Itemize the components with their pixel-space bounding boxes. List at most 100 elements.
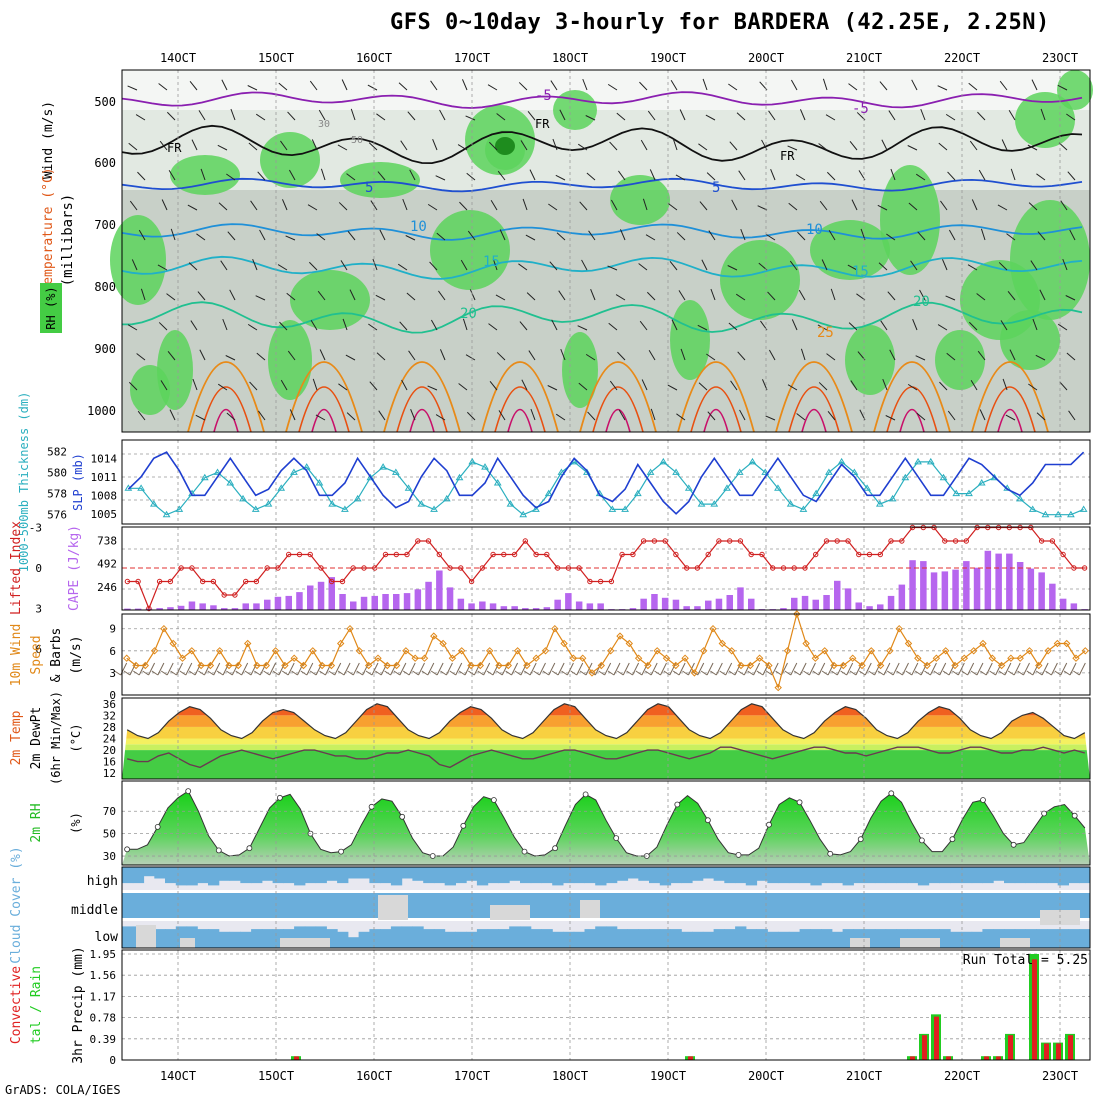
wind-speed-marker	[560, 639, 568, 648]
wind-barb	[458, 383, 468, 391]
wind-barb	[678, 662, 686, 676]
wind-barb	[980, 228, 986, 241]
thickness-marker	[200, 473, 209, 481]
wind-barb	[618, 170, 626, 181]
cloud-bar	[304, 893, 317, 918]
wind-barb	[151, 670, 159, 676]
wind-speed-marker	[364, 661, 373, 670]
precip-convective-bar	[922, 1035, 927, 1060]
wind-barb	[527, 111, 536, 121]
wind-barb	[795, 174, 806, 181]
thickness-marker	[672, 468, 680, 475]
wind-speed-marker	[755, 654, 764, 662]
wind-barb	[817, 324, 828, 331]
wind-barb	[518, 263, 528, 271]
wind-barb	[135, 114, 146, 121]
wind-barb	[519, 321, 528, 331]
temp-contour-30	[592, 386, 644, 433]
wind-barb	[252, 259, 258, 271]
wind-barb	[945, 295, 956, 301]
cloud-bar	[401, 926, 413, 948]
wind-barb	[281, 670, 289, 676]
wind-barb	[371, 662, 379, 676]
temp-contour-25	[971, 361, 1049, 433]
wind-barb	[789, 260, 798, 271]
wind-barb	[198, 110, 206, 121]
wind-barb	[682, 670, 689, 676]
wind-barb	[1000, 320, 1008, 331]
cloud-bar	[778, 867, 790, 884]
cloud-bar	[573, 931, 585, 948]
wind-barb	[376, 113, 386, 121]
wind-barb	[1027, 144, 1038, 151]
wind-barb	[942, 670, 950, 676]
wind-barb	[188, 262, 198, 271]
wind-barb	[914, 670, 922, 676]
lifted-index-marker	[1081, 565, 1088, 571]
temp-contour-30	[494, 386, 546, 433]
wind-speed-marker	[588, 669, 596, 677]
cloud-bar	[638, 867, 650, 881]
cloud-bar	[337, 867, 349, 884]
wind-barb	[369, 381, 378, 391]
freezing-level-contour	[121, 124, 1083, 165]
cloud-bar	[842, 929, 854, 948]
temp-contour-20	[121, 301, 1083, 334]
cape-bar	[780, 608, 787, 610]
pressure-tick-label: 600	[94, 156, 116, 170]
wind-speed-marker	[1072, 654, 1080, 662]
thickness-marker	[175, 505, 184, 512]
wind-barb	[367, 84, 378, 91]
cloud-bar	[799, 929, 811, 948]
wind-barb	[916, 412, 926, 421]
precip-convective-bar	[984, 1056, 989, 1060]
wind-barb	[309, 670, 317, 676]
wind-barb	[435, 414, 446, 421]
rh-marker	[276, 794, 283, 801]
wind-barb	[979, 670, 987, 676]
wind-barb	[247, 85, 258, 91]
wind-barb	[738, 170, 746, 181]
wind-barb	[496, 113, 506, 121]
top-date-label: 17OCT	[454, 51, 490, 65]
wind-barb	[365, 670, 373, 676]
thickness-marker	[1067, 510, 1075, 518]
temp-fill-band	[122, 698, 1090, 704]
wind-barb	[1013, 662, 1021, 676]
temp-contour-35	[507, 408, 533, 433]
wind-speed-marker	[997, 661, 1006, 670]
wind-barb	[176, 662, 183, 676]
wind-speed-marker	[457, 647, 466, 655]
wind-barb	[617, 351, 626, 361]
cloud-bar	[143, 893, 155, 918]
wind-barb	[560, 348, 566, 361]
wind-barb	[607, 670, 615, 676]
wind-barb	[377, 171, 386, 181]
wind-barb	[846, 662, 854, 676]
wind-barb	[939, 381, 948, 391]
wind-barb	[287, 350, 296, 361]
temp-contour-35	[409, 408, 435, 433]
lifted-index-marker	[361, 565, 367, 571]
wind-barb	[341, 79, 348, 91]
cloud-low-patch	[280, 938, 330, 948]
wind-barb	[798, 289, 806, 301]
wind-speed-marker	[820, 647, 829, 655]
lifted-index-axis-label: Lifted Index	[9, 521, 24, 615]
temp-tick-label: 36	[103, 698, 116, 711]
wind-barb	[255, 295, 266, 301]
wind-barb	[226, 412, 236, 421]
wind-barb	[241, 662, 249, 676]
wind-barb	[727, 265, 738, 271]
wind-barb	[160, 670, 168, 676]
wind-speed-marker	[309, 647, 317, 655]
cloud-bar	[369, 893, 381, 918]
wind-barb	[812, 670, 820, 676]
cloud-bar	[423, 929, 435, 948]
wind-speed-marker	[690, 669, 699, 677]
wind-barb	[225, 355, 236, 361]
wind-speed-marker	[699, 647, 708, 655]
wind-panel	[114, 610, 1090, 695]
wind-barb	[1057, 323, 1068, 331]
cloud-bar	[993, 929, 1005, 948]
